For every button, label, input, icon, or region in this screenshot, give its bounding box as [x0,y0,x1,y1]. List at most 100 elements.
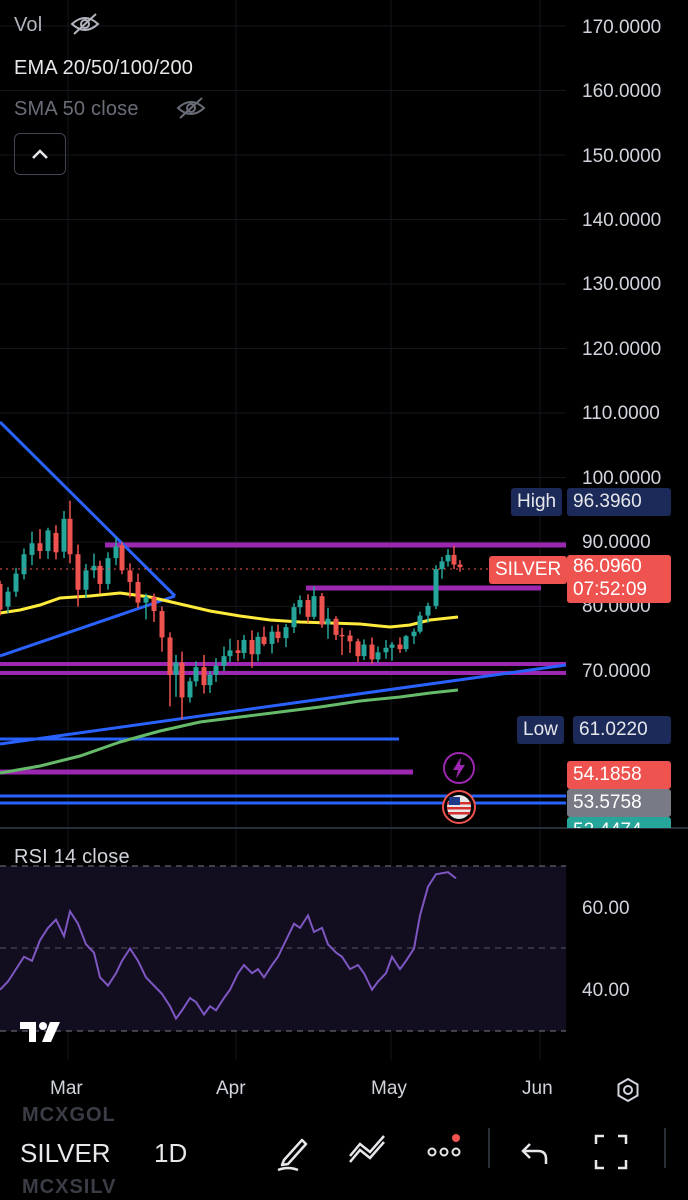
sma-legend[interactable]: SMA 50 close [14,98,139,121]
candle-body [67,518,73,555]
time-label: Jun [522,1078,553,1099]
candle-body [305,600,311,617]
candle-body [91,565,97,571]
candle-body [255,636,261,655]
undo-icon[interactable] [518,1132,552,1172]
price-tick: 110.0000 [582,403,660,424]
trend-icon[interactable] [346,1132,388,1172]
more-icon[interactable] [424,1132,466,1172]
toolbar-divider [488,1128,490,1168]
candle-body [319,596,325,625]
level-tag-clip: 52.4474 [567,817,671,828]
price-tick: 100.0000 [582,468,662,489]
price-tick: 140.0000 [582,210,662,231]
ema-20-line [0,591,459,629]
candle-body [53,532,59,553]
candle-body [339,634,345,637]
candle-body [403,636,409,650]
candle-body [201,667,207,686]
candle-body [187,681,193,698]
candle-body [135,581,141,603]
candle-body [355,641,361,657]
high-value-tag: 96.3960 [567,488,671,516]
candle-body [173,662,179,675]
rsi-tick: 60.00 [582,898,630,919]
candle-body [291,607,297,628]
interval-button[interactable]: 1D [154,1138,188,1168]
price-tick: 70.0000 [582,661,651,682]
candle-body [37,543,43,552]
time-label: Mar [50,1078,83,1099]
candle-body [269,631,275,644]
candle-body [275,631,281,639]
ema-legend[interactable]: EMA 20/50/100/200 [14,57,193,80]
candle-body [283,627,289,639]
trendline [0,594,176,658]
candle-body [241,640,247,653]
toolbar-divider [664,1128,666,1168]
price-tick: 170.0000 [582,17,662,38]
candle-body [389,644,395,648]
candle-body [21,554,27,575]
time-label: Apr [216,1078,246,1099]
ema-200-line [0,688,459,775]
candle-body [311,596,317,617]
bottom-toolbar [0,1108,688,1200]
symbol-button[interactable]: SILVER [20,1138,111,1168]
candle-body [61,518,67,552]
rsi-legend[interactable]: RSI 14 close [14,846,130,869]
candle-body [83,570,89,590]
candle-body [445,554,451,562]
candle-body [5,591,11,607]
candle-body [397,644,403,650]
candle-body [297,600,303,608]
low-label-tag: Low [517,716,564,744]
gear-icon[interactable] [615,1077,641,1103]
candle-body [151,596,157,612]
pencil-icon[interactable] [272,1132,312,1172]
tradingview-logo [20,1022,60,1042]
price-tick: 150.0000 [582,146,662,167]
sma-label: SMA 50 close [14,98,139,120]
candle-body [333,618,339,635]
candle-body [75,554,81,590]
fullscreen-icon[interactable] [592,1132,630,1172]
vol-legend[interactable]: Vol [14,14,42,37]
lightning-icon[interactable] [442,751,476,785]
candle-body [325,618,331,625]
candle-body [361,644,367,657]
us-flag-icon[interactable] [441,789,477,825]
bar-countdown: 07:52:09 [573,579,647,600]
candle-body [457,564,463,568]
candle-body [105,558,111,584]
candle-body [213,665,219,675]
eye-off-icon[interactable] [70,12,100,36]
candle-body [207,674,213,686]
candle-body [417,615,423,632]
candle-body [0,583,3,610]
rsi-line [0,871,457,1021]
collapse-legend-button[interactable] [14,133,66,175]
candle-body [127,570,133,582]
ema-label: EMA 20/50/100/200 [14,57,194,79]
symbol-price-tag: SILVER [489,556,568,584]
trendline [0,420,177,598]
candle-body [179,662,185,698]
candle-body [227,650,233,657]
price-tick: 160.0000 [582,81,662,102]
candle-body [235,650,241,653]
time-label: May [371,1078,407,1099]
candle-body [167,637,173,675]
high-label-tag: High [511,488,563,516]
candle-body [375,652,381,660]
price-tick: 130.0000 [582,274,662,295]
candle-body [425,605,431,616]
current-price-value: 86.0960 [573,556,642,577]
rsi-tick: 40.00 [582,980,630,1001]
candle-body [383,647,389,653]
price-tick: 90.0000 [582,532,651,553]
candle-body [29,543,35,555]
eye-off-icon[interactable] [176,96,206,120]
candle-body [369,644,375,660]
candle-body [439,561,445,570]
